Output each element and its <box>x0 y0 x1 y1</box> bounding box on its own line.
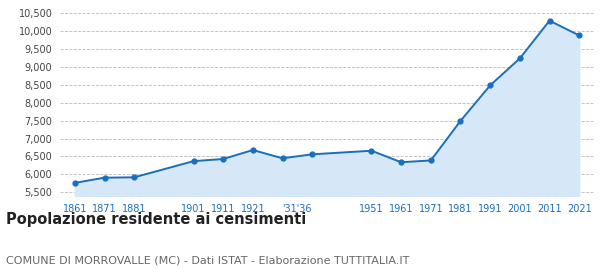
Text: COMUNE DI MORROVALLE (MC) - Dati ISTAT - Elaborazione TUTTITALIA.IT: COMUNE DI MORROVALLE (MC) - Dati ISTAT -… <box>6 255 409 265</box>
Text: Popolazione residente ai censimenti: Popolazione residente ai censimenti <box>6 212 306 227</box>
